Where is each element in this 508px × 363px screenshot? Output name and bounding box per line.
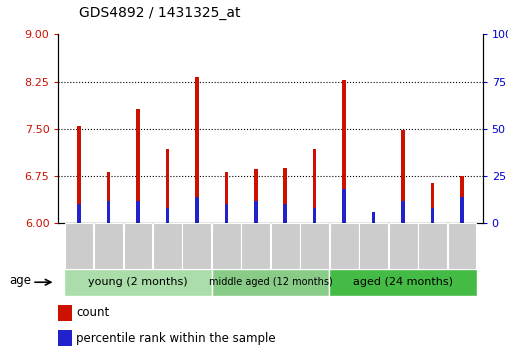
Bar: [389, 223, 418, 269]
Bar: [225, 204, 228, 223]
Text: age: age: [9, 274, 31, 287]
Bar: [241, 223, 270, 269]
Bar: [77, 126, 81, 223]
Bar: [123, 223, 152, 269]
Bar: [136, 201, 140, 223]
Bar: [313, 208, 316, 223]
Bar: [342, 80, 346, 223]
Bar: [65, 223, 93, 269]
Bar: [58, 330, 72, 346]
Bar: [212, 269, 329, 296]
Bar: [77, 204, 81, 223]
Bar: [136, 109, 140, 223]
Bar: [94, 223, 123, 269]
Bar: [448, 223, 477, 269]
Bar: [300, 223, 329, 269]
Text: percentile rank within the sample: percentile rank within the sample: [76, 331, 276, 344]
Bar: [401, 201, 405, 223]
Bar: [342, 189, 346, 223]
Bar: [182, 223, 211, 269]
Text: young (2 months): young (2 months): [88, 277, 188, 287]
Bar: [431, 208, 434, 223]
Text: count: count: [76, 306, 110, 319]
Bar: [283, 168, 287, 223]
Bar: [195, 197, 199, 223]
Bar: [225, 172, 228, 223]
Bar: [254, 201, 258, 223]
Bar: [330, 223, 359, 269]
Bar: [401, 130, 405, 223]
Bar: [283, 204, 287, 223]
Bar: [107, 172, 110, 223]
Bar: [166, 149, 169, 223]
Bar: [359, 223, 388, 269]
Bar: [329, 269, 477, 296]
Bar: [195, 77, 199, 223]
Bar: [372, 212, 375, 223]
Text: GDS4892 / 1431325_at: GDS4892 / 1431325_at: [79, 6, 240, 20]
Bar: [107, 201, 110, 223]
Bar: [58, 305, 72, 321]
Bar: [65, 269, 212, 296]
Bar: [254, 169, 258, 223]
Bar: [313, 149, 316, 223]
Text: middle aged (12 months): middle aged (12 months): [209, 277, 332, 287]
Text: aged (24 months): aged (24 months): [353, 277, 453, 287]
Bar: [153, 223, 182, 269]
Bar: [431, 183, 434, 223]
Bar: [460, 176, 464, 223]
Bar: [166, 208, 169, 223]
Bar: [460, 197, 464, 223]
Bar: [418, 223, 447, 269]
Bar: [271, 223, 300, 269]
Bar: [212, 223, 241, 269]
Bar: [372, 216, 375, 223]
